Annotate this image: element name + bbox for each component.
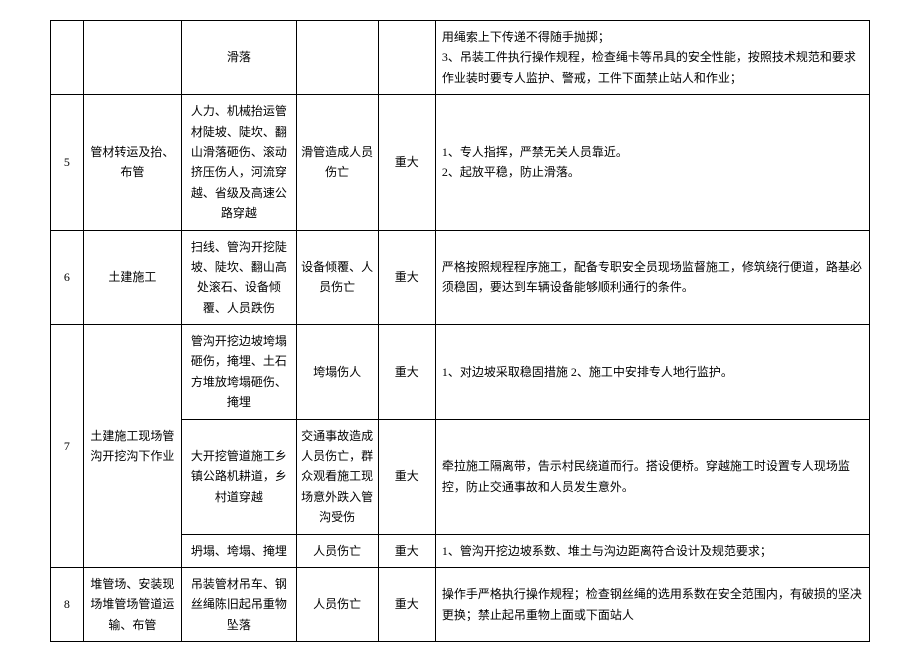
cell-level: 重大 bbox=[378, 325, 435, 420]
cell-item bbox=[83, 21, 181, 95]
table-row: 5 管材转运及抬、布管 人力、机械抬运管材陡坡、陡坎、翻山滑落砸伤、滚动挤压伤人… bbox=[51, 95, 870, 230]
cell-level: 重大 bbox=[378, 95, 435, 230]
cell-hazard: 坍塌、垮塌、掩埋 bbox=[182, 534, 297, 567]
cell-num: 5 bbox=[51, 95, 84, 230]
cell-num bbox=[51, 21, 84, 95]
cell-hazard: 大开挖管道施工乡镇公路机耕道，乡村道穿越 bbox=[182, 419, 297, 534]
cell-measure: 1、专人指挥，严禁无关人员靠近。2、起放平稳，防止滑落。 bbox=[435, 95, 869, 230]
cell-hazard: 滑落 bbox=[182, 21, 297, 95]
cell-hazard: 扫线、管沟开挖陡坡、陡坎、翻山高处滚石、设备倾覆、人员跌伤 bbox=[182, 230, 297, 325]
cell-item: 堆管场、安装现场堆管场管道运输、布管 bbox=[83, 567, 181, 641]
cell-level: 重大 bbox=[378, 419, 435, 534]
cell-num: 7 bbox=[51, 325, 84, 568]
cell-item: 管材转运及抬、布管 bbox=[83, 95, 181, 230]
cell-measure: 严格按照规程程序施工，配备专职安全员现场监督施工，修筑绕行便道，路基必须稳固，要… bbox=[435, 230, 869, 325]
table-row: 7 土建施工现场管沟开挖沟下作业 管沟开挖边坡垮塌砸伤，掩埋、土石方堆放垮塌砸伤… bbox=[51, 325, 870, 420]
cell-item: 土建施工现场管沟开挖沟下作业 bbox=[83, 325, 181, 568]
cell-consequence: 人员伤亡 bbox=[296, 534, 378, 567]
cell-consequence: 垮塌伤人 bbox=[296, 325, 378, 420]
cell-consequence: 交通事故造成人员伤亡，群众观看施工现场意外跌入管沟受伤 bbox=[296, 419, 378, 534]
table-row: 8 堆管场、安装现场堆管场管道运输、布管 吊装管材吊车、钢丝绳陈旧起吊重物坠落 … bbox=[51, 567, 870, 641]
hazard-table: 滑落 用绳索上下传递不得随手抛掷；3、吊装工件执行操作规程，检查绳卡等吊具的安全… bbox=[50, 20, 870, 642]
cell-measure: 1、管沟开挖边坡系数、堆土与沟边距离符合设计及规范要求； bbox=[435, 534, 869, 567]
cell-hazard: 吊装管材吊车、钢丝绳陈旧起吊重物坠落 bbox=[182, 567, 297, 641]
cell-consequence: 设备倾覆、人员伤亡 bbox=[296, 230, 378, 325]
cell-measure: 牵拉施工隔离带，告示村民绕道而行。搭设便桥。穿越施工时设置专人现场监控，防止交通… bbox=[435, 419, 869, 534]
cell-level: 重大 bbox=[378, 230, 435, 325]
cell-item: 土建施工 bbox=[83, 230, 181, 325]
cell-consequence: 滑管造成人员伤亡 bbox=[296, 95, 378, 230]
table-row: 6 土建施工 扫线、管沟开挖陡坡、陡坎、翻山高处滚石、设备倾覆、人员跌伤 设备倾… bbox=[51, 230, 870, 325]
cell-num: 6 bbox=[51, 230, 84, 325]
cell-hazard: 人力、机械抬运管材陡坡、陡坎、翻山滑落砸伤、滚动挤压伤人，河流穿越、省级及高速公… bbox=[182, 95, 297, 230]
cell-consequence: 人员伤亡 bbox=[296, 567, 378, 641]
cell-level bbox=[378, 21, 435, 95]
cell-level: 重大 bbox=[378, 567, 435, 641]
cell-hazard: 管沟开挖边坡垮塌砸伤，掩埋、土石方堆放垮塌砸伤、掩埋 bbox=[182, 325, 297, 420]
cell-measure: 1、对边坡采取稳固措施 2、施工中安排专人地行监护。 bbox=[435, 325, 869, 420]
cell-measure: 操作手严格执行操作规程；检查钢丝绳的选用系数在安全范围内，有破损的坚决更换；禁止… bbox=[435, 567, 869, 641]
cell-level: 重大 bbox=[378, 534, 435, 567]
cell-num: 8 bbox=[51, 567, 84, 641]
cell-measure: 用绳索上下传递不得随手抛掷；3、吊装工件执行操作规程，检查绳卡等吊具的安全性能，… bbox=[435, 21, 869, 95]
cell-consequence bbox=[296, 21, 378, 95]
table-row: 滑落 用绳索上下传递不得随手抛掷；3、吊装工件执行操作规程，检查绳卡等吊具的安全… bbox=[51, 21, 870, 95]
